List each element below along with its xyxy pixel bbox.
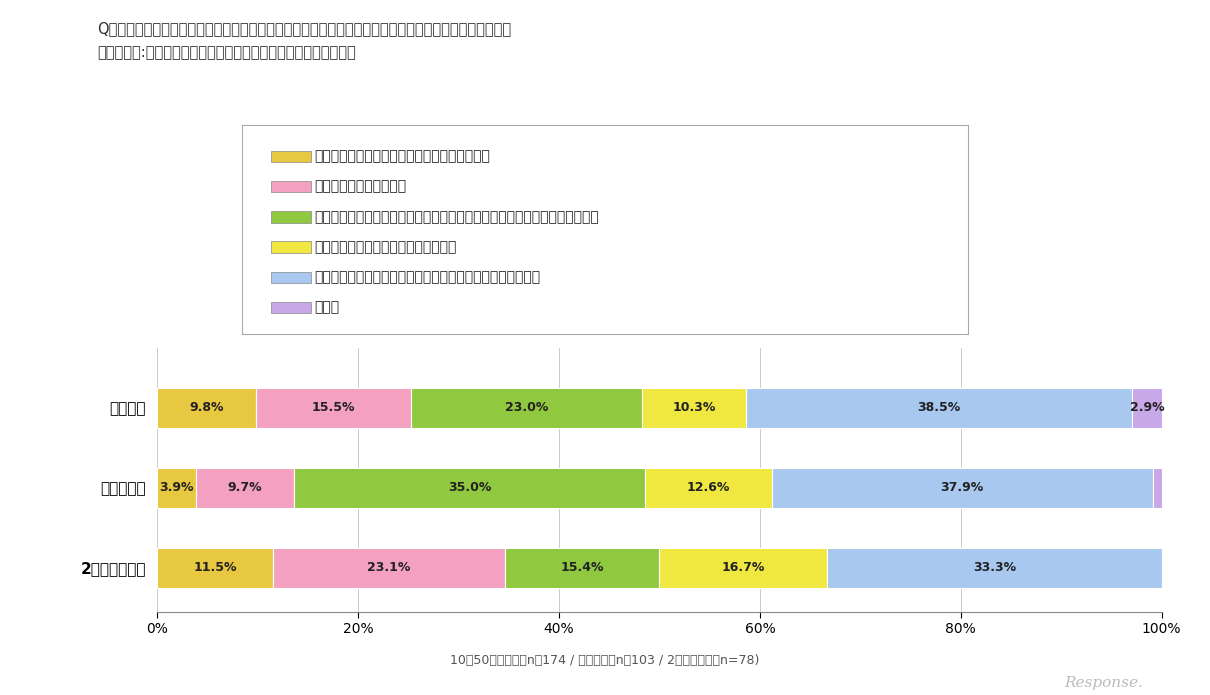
Bar	[157, 388, 255, 427]
Text: 38.5%: 38.5%	[917, 401, 961, 414]
FancyBboxPatch shape	[271, 181, 311, 193]
FancyBboxPatch shape	[271, 211, 311, 222]
Bar	[1153, 468, 1163, 507]
Bar	[272, 548, 505, 587]
FancyBboxPatch shape	[271, 272, 311, 283]
Bar	[157, 468, 196, 507]
Bar	[196, 468, 294, 507]
Text: 12.6%: 12.6%	[687, 481, 731, 494]
Bar	[411, 388, 643, 427]
Bar	[645, 468, 772, 507]
Text: 9.7%: 9.7%	[227, 481, 263, 494]
Bar	[772, 468, 1153, 507]
Text: 10.3%: 10.3%	[673, 401, 716, 414]
Bar	[505, 548, 659, 587]
FancyBboxPatch shape	[271, 302, 311, 313]
Text: 16.7%: 16.7%	[721, 561, 765, 574]
Text: 23.1%: 23.1%	[367, 561, 410, 574]
Text: その他: その他	[315, 300, 340, 315]
Text: 元々ユーザーが情報選別すべきで、誰かが規制すべきでない: 元々ユーザーが情報選別すべきで、誰かが規制すべきでない	[315, 270, 541, 284]
Text: 9.8%: 9.8%	[189, 401, 224, 414]
Bar	[255, 388, 411, 427]
Text: 15.4%: 15.4%	[560, 561, 604, 574]
Bar	[828, 548, 1162, 587]
Text: インターネットユーザーがルール作りをすべき: インターネットユーザーがルール作りをすべき	[315, 149, 490, 163]
Bar	[294, 468, 645, 507]
Bar	[643, 388, 745, 427]
Text: このまま自然淘汰されるのを待つべき: このまま自然淘汰されるのを待つべき	[315, 240, 457, 254]
Text: Q．あなたは、「ステマ」は今後どうなっていくべきだと考えますか？最も近い考えをお選びください。: Q．あなたは、「ステマ」は今後どうなっていくべきだと考えますか？最も近い考えをお…	[97, 21, 511, 36]
Text: 35.0%: 35.0%	[448, 481, 491, 494]
Text: 政府が法規制を敷くべき: 政府が法規制を敷くべき	[315, 179, 407, 194]
Text: 【対象者:「ステマ」という言葉を見たりきいたことがある人】: 【対象者:「ステマ」という言葉を見たりきいたことがある人】	[97, 45, 356, 60]
Bar	[1133, 388, 1162, 427]
Text: 15.5%: 15.5%	[312, 401, 356, 414]
Text: 11.5%: 11.5%	[194, 561, 237, 574]
Text: 3.9%: 3.9%	[160, 481, 194, 494]
FancyBboxPatch shape	[271, 241, 311, 253]
Text: 23.0%: 23.0%	[506, 401, 548, 414]
Text: Response.: Response.	[1065, 676, 1143, 689]
Text: 37.9%: 37.9%	[940, 481, 984, 494]
Bar	[745, 388, 1133, 427]
Bar	[157, 548, 272, 587]
FancyBboxPatch shape	[271, 151, 311, 162]
Text: 10～50代一般男女n＝174 / 広告関係者n＝103 / 2ちゃんねらーn=78): 10～50代一般男女n＝174 / 広告関係者n＝103 / 2ちゃんねらーn=…	[450, 654, 760, 667]
Text: 2.9%: 2.9%	[1130, 401, 1164, 414]
Bar	[659, 548, 828, 587]
Text: プロモーションに携わる企業や団体が一体となってガイドラインを示すべき: プロモーションに携わる企業や団体が一体となってガイドラインを示すべき	[315, 210, 599, 224]
Text: 33.3%: 33.3%	[973, 561, 1016, 574]
